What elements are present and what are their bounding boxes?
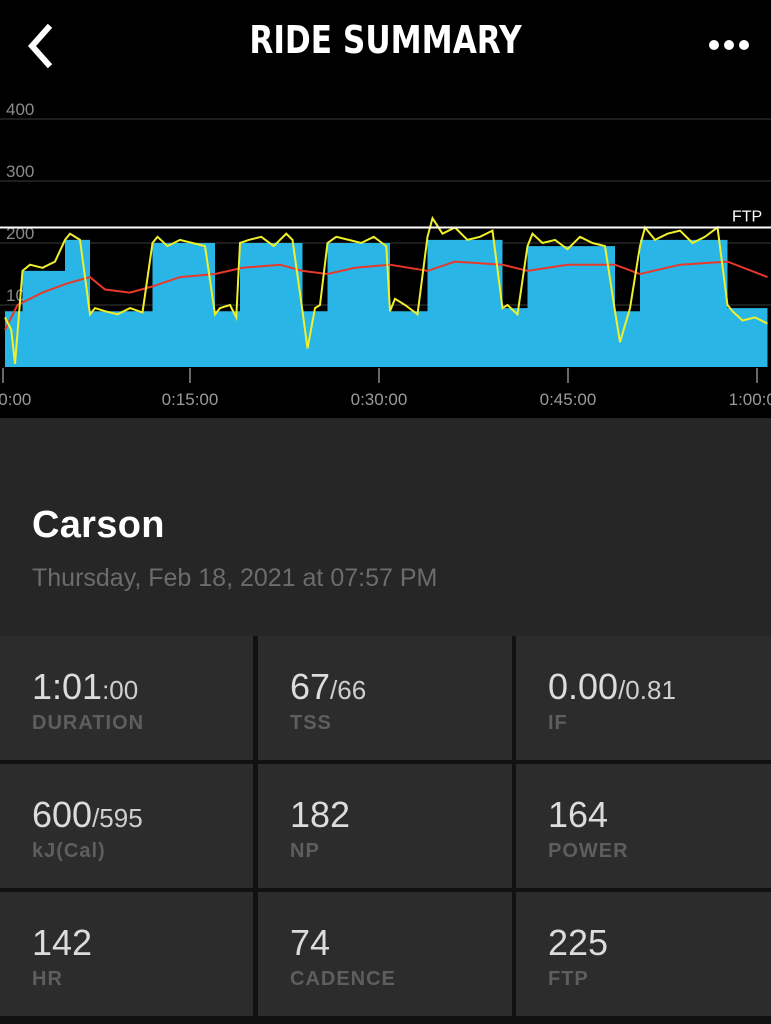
stat-label: IF [548, 712, 568, 734]
more-options-button[interactable] [704, 30, 754, 60]
ride-datetime: Thursday, Feb 18, 2021 at 07:57 PM [32, 564, 438, 592]
x-tick-label: 0:15:00 [162, 390, 219, 409]
stat-main-value: 142 [32, 922, 93, 963]
stat-value: 600/595 [32, 794, 143, 836]
more-horizontal-icon [709, 40, 749, 50]
stat-main-value: 225 [548, 922, 609, 963]
target-power-area [5, 239, 768, 367]
stat-if: 0.00/0.81 IF [516, 636, 771, 760]
top-bar: RIDE SUMMARY [0, 0, 771, 92]
stats-grid: 1:01:00 DURATION 67/66 TSS 0.00/0.81 IF 600/59… [0, 636, 771, 1024]
stat-secondary-value: /0.81 [618, 675, 676, 705]
chevron-left-icon [27, 23, 53, 69]
stat-main-value: 164 [548, 794, 609, 835]
stat-cadence: 74 CADENCE [258, 892, 512, 1016]
stat-label: DURATION [32, 712, 145, 734]
stat-value: 74 [290, 922, 330, 964]
stat-power: 164 POWER [516, 764, 771, 888]
stat-main-value: 0.00 [548, 666, 619, 707]
stat-tss: 67/66 TSS [258, 636, 512, 760]
stat-value: 182 [290, 794, 350, 836]
ride-name: Carson [32, 504, 165, 546]
stat-main-value: 600 [32, 794, 93, 835]
power-line [4, 215, 768, 365]
stat-label: TSS [290, 712, 332, 734]
power-chart: 400300200100FTP0:00:000:15:000:30:000:45… [0, 92, 771, 418]
stat-secondary-value: /66 [330, 675, 367, 705]
y-tick-label: 400 [6, 100, 34, 119]
stat-label: kJ(Cal) [32, 840, 106, 862]
stat-label: CADENCE [290, 968, 396, 990]
stat-value: 1:01:00 [32, 666, 138, 708]
power-chart-svg: 400300200100FTP0:00:000:15:000:30:000:45… [0, 100, 771, 409]
stat-hr: 142 HR [0, 892, 253, 1016]
stat-duration: 1:01:00 DURATION [0, 636, 253, 760]
stat-value: 67/66 [290, 666, 366, 708]
stat-main-value: 74 [290, 922, 331, 963]
y-tick-label: 200 [6, 224, 34, 243]
stat-label: NP [290, 840, 320, 862]
stat-kj-cal: 600/595 kJ(Cal) [0, 764, 253, 888]
stat-label: HR [32, 968, 63, 990]
stat-main-value: 67 [290, 666, 331, 707]
stat-secondary-value: /595 [92, 803, 143, 833]
y-tick-label: 300 [6, 162, 34, 181]
x-tick-label: 1:00:00 [729, 390, 771, 409]
x-tick-label: 0:30:00 [351, 390, 408, 409]
stat-main-value: 182 [290, 794, 351, 835]
stat-value: 225 [548, 922, 608, 964]
stat-value: 0.00/0.81 [548, 666, 676, 708]
stat-np: 182 NP [258, 764, 512, 888]
back-button[interactable] [22, 22, 62, 70]
stat-secondary-value: :00 [102, 675, 139, 705]
stat-value: 142 [32, 922, 92, 964]
stat-ftp: 225 FTP [516, 892, 771, 1016]
page-title: RIDE SUMMARY [249, 18, 522, 62]
stat-label: FTP [548, 968, 589, 990]
stat-main-value: 1:01 [32, 666, 103, 707]
stat-value: 164 [548, 794, 608, 836]
ftp-label: FTP [732, 209, 762, 226]
x-tick-label: 0:45:00 [540, 390, 597, 409]
stat-label: POWER [548, 840, 629, 862]
x-tick-label: 0:00:00 [0, 390, 31, 409]
